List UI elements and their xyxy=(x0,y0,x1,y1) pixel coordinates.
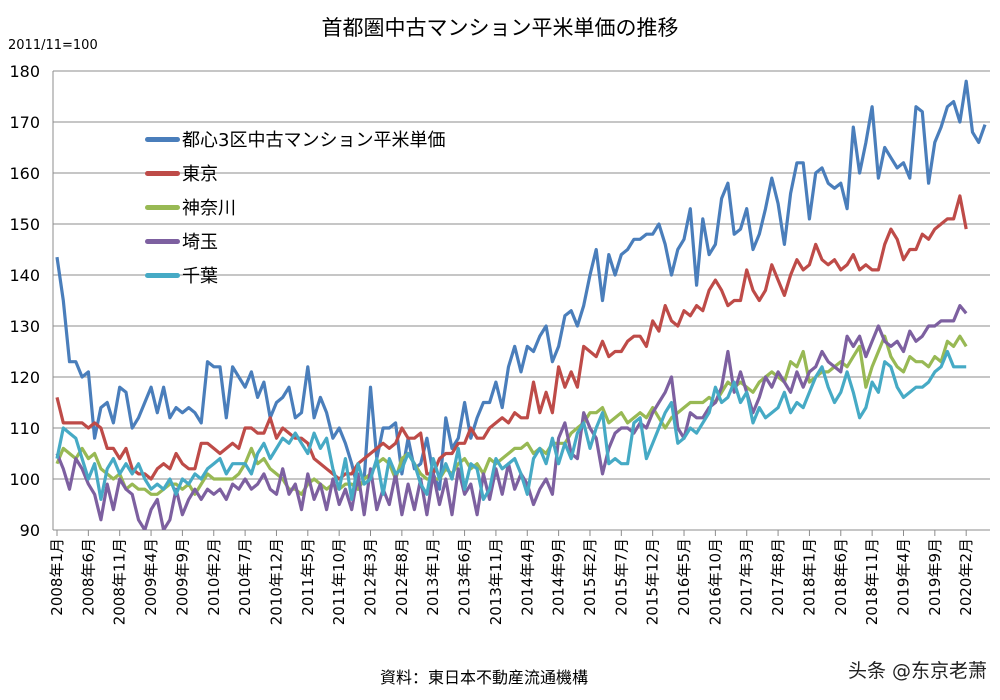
series-line-3 xyxy=(55,304,968,530)
legend-item: 埼玉 xyxy=(145,224,445,258)
x-tick-label: 2020年2月 xyxy=(957,538,975,616)
x-tick-label: 2017年8月 xyxy=(769,538,787,616)
x-tick-label: 2009年9月 xyxy=(173,538,191,616)
x-tick-label: 2014年4月 xyxy=(518,538,536,616)
legend-label: 東京 xyxy=(182,164,218,185)
x-tick-label: 2012年8月 xyxy=(393,538,411,616)
x-tick-label: 2009年4月 xyxy=(142,538,160,616)
series-line-1 xyxy=(55,194,968,481)
y-tick-label: 160 xyxy=(9,164,40,183)
chart-title: 首都圏中古マンション平米単価の推移 xyxy=(321,16,679,40)
x-tick-label: 2018年1月 xyxy=(800,538,818,616)
x-tick-label: 2019年4月 xyxy=(894,538,912,616)
x-tick-label: 2008年11月 xyxy=(111,538,129,625)
legend-item: 都心3区中古マンション平米単価 xyxy=(145,122,445,156)
watermark: 头条 @东京老萧 xyxy=(848,660,988,682)
series-line-0 xyxy=(55,79,987,491)
x-tick-label: 2016年10月 xyxy=(706,538,724,625)
x-tick-label: 2013年1月 xyxy=(424,538,442,616)
legend-swatch xyxy=(145,204,180,210)
legend-swatch xyxy=(145,170,180,176)
x-tick-label: 2015年7月 xyxy=(612,538,630,616)
legend-item: 神奈川 xyxy=(145,190,445,224)
x-tick-label: 2015年2月 xyxy=(581,538,599,616)
x-tick-label: 2011年5月 xyxy=(299,538,317,616)
y-tick-label: 140 xyxy=(9,266,40,285)
x-tick-label: 2013年11月 xyxy=(487,538,505,625)
x-tick-label: 2010年7月 xyxy=(236,538,254,616)
x-tick-label: 2013年6月 xyxy=(456,538,474,616)
legend: 都心3区中古マンション平米単価 東京神奈川埼玉千葉 xyxy=(145,122,445,292)
legend-item: 千葉 xyxy=(145,258,445,292)
x-tick-label: 2018年6月 xyxy=(832,538,850,616)
x-tick-label: 2010年12月 xyxy=(267,538,285,625)
x-tick-label: 2014年9月 xyxy=(550,538,568,616)
legend-label: 埼玉 xyxy=(182,232,218,253)
y-tick-label: 120 xyxy=(9,368,40,387)
y-tick-label: 110 xyxy=(9,419,40,438)
x-tick-label: 2017年3月 xyxy=(738,538,756,616)
x-tick-label: 2015年12月 xyxy=(644,538,662,625)
legend-swatch xyxy=(145,238,180,244)
x-tick-label: 2011年10月 xyxy=(330,538,348,625)
legend-swatch xyxy=(145,136,180,142)
y-tick-label: 90 xyxy=(20,521,40,540)
x-tick-label: 2008年1月 xyxy=(48,538,66,616)
y-tick-label: 180 xyxy=(9,62,40,81)
source-note: 資料：東日本不動産流通機構 xyxy=(380,668,589,687)
legend-label: 千葉 xyxy=(182,266,218,287)
y-tick-label: 170 xyxy=(9,113,40,132)
legend-label: 都心3区中古マンション平米単価 xyxy=(182,130,446,151)
x-tick-label: 2018年11月 xyxy=(863,538,881,625)
series-line-4 xyxy=(55,349,967,501)
x-tick-label: 2016年5月 xyxy=(675,538,693,616)
x-tick-label: 2019年9月 xyxy=(926,538,944,616)
x-tick-label: 2010年2月 xyxy=(205,538,223,616)
chart-subtitle: 2011/11=100 xyxy=(8,38,98,53)
legend-label: 神奈川 xyxy=(182,198,236,219)
x-tick-label: 2012年3月 xyxy=(362,538,380,616)
legend-swatch xyxy=(145,272,180,278)
y-tick-label: 100 xyxy=(9,470,40,489)
legend-item: 東京 xyxy=(145,156,445,190)
y-tick-label: 150 xyxy=(9,215,40,234)
x-tick-label: 2008年6月 xyxy=(79,538,97,616)
y-tick-label: 130 xyxy=(9,317,40,336)
